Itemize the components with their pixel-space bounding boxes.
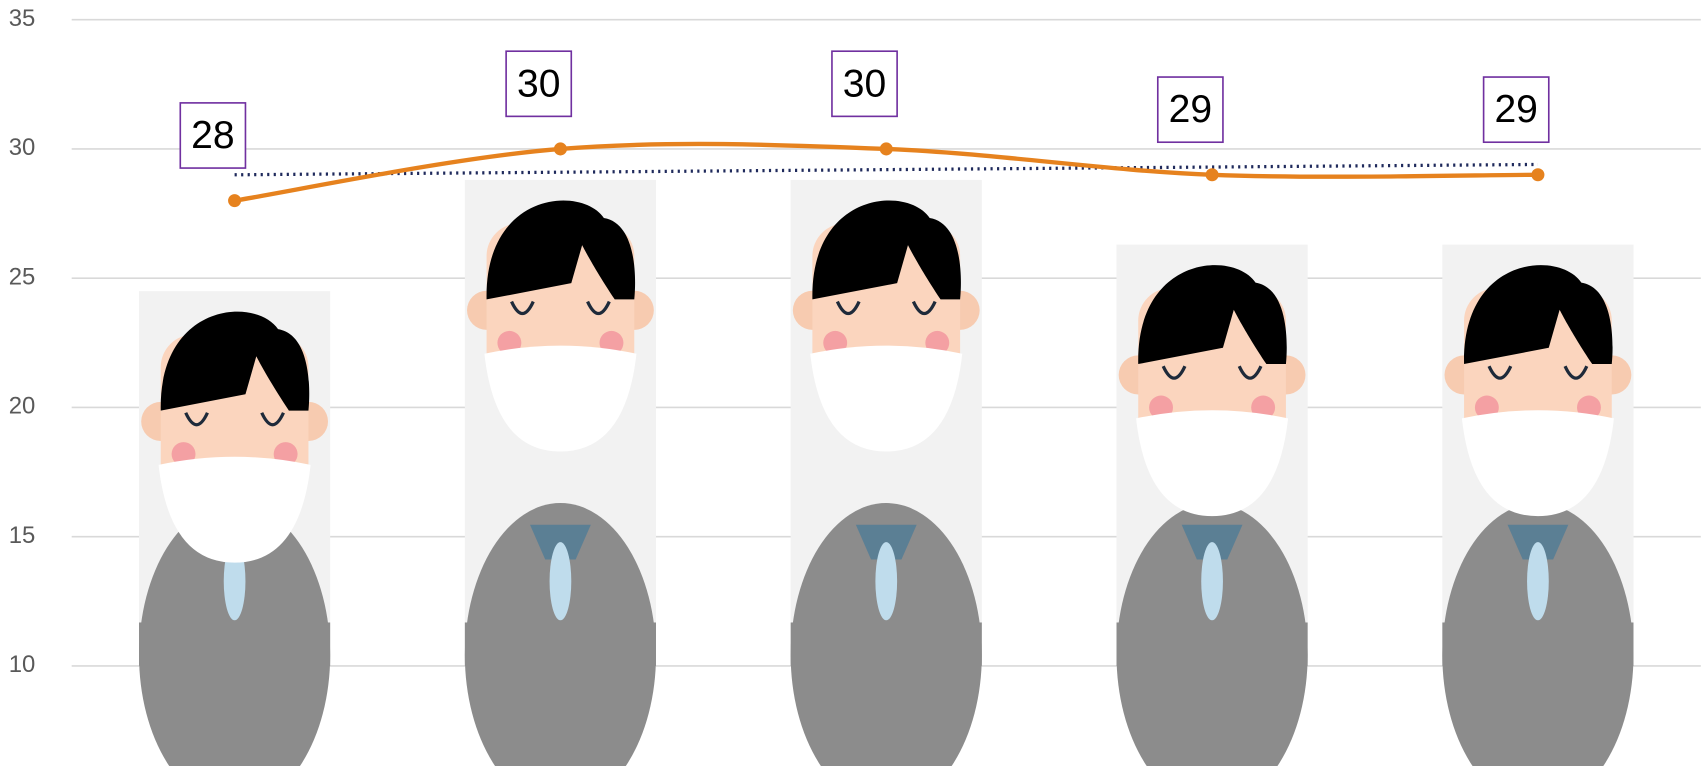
data-label: 30 [843, 62, 886, 105]
line-point [228, 194, 241, 207]
body-base [1442, 622, 1633, 665]
data-label: 30 [517, 62, 560, 105]
body-base [139, 622, 330, 665]
y-tick-label: 20 [9, 393, 36, 420]
pictogram-bar [1117, 245, 1308, 766]
shirt [875, 542, 897, 620]
shirt [1527, 542, 1549, 620]
line-point [880, 142, 893, 155]
pictogram-bar [139, 291, 330, 766]
chart: 1015202530352560256125622563256428303029… [0, 0, 1703, 766]
data-label: 29 [1494, 88, 1537, 131]
body-base [1117, 622, 1308, 665]
body-base [791, 622, 982, 665]
data-label: 28 [191, 114, 234, 157]
y-tick-label: 25 [9, 264, 36, 291]
data-label: 29 [1169, 88, 1212, 131]
pictogram-bar [1442, 245, 1633, 766]
page: {"chart_data": {"type": "pictogram-bar-l… [0, 0, 1703, 771]
shirt [1201, 542, 1223, 620]
body-base [465, 622, 656, 665]
y-tick-label: 35 [9, 5, 36, 32]
line-point [554, 142, 567, 155]
pictogram-bar [791, 180, 982, 766]
line-point [1206, 168, 1219, 181]
y-tick-label: 30 [9, 134, 36, 161]
pictogram-bar [465, 180, 656, 766]
y-tick-label: 15 [9, 522, 36, 549]
y-tick-label: 10 [9, 651, 36, 678]
line-point [1531, 168, 1544, 181]
shirt [550, 542, 572, 620]
